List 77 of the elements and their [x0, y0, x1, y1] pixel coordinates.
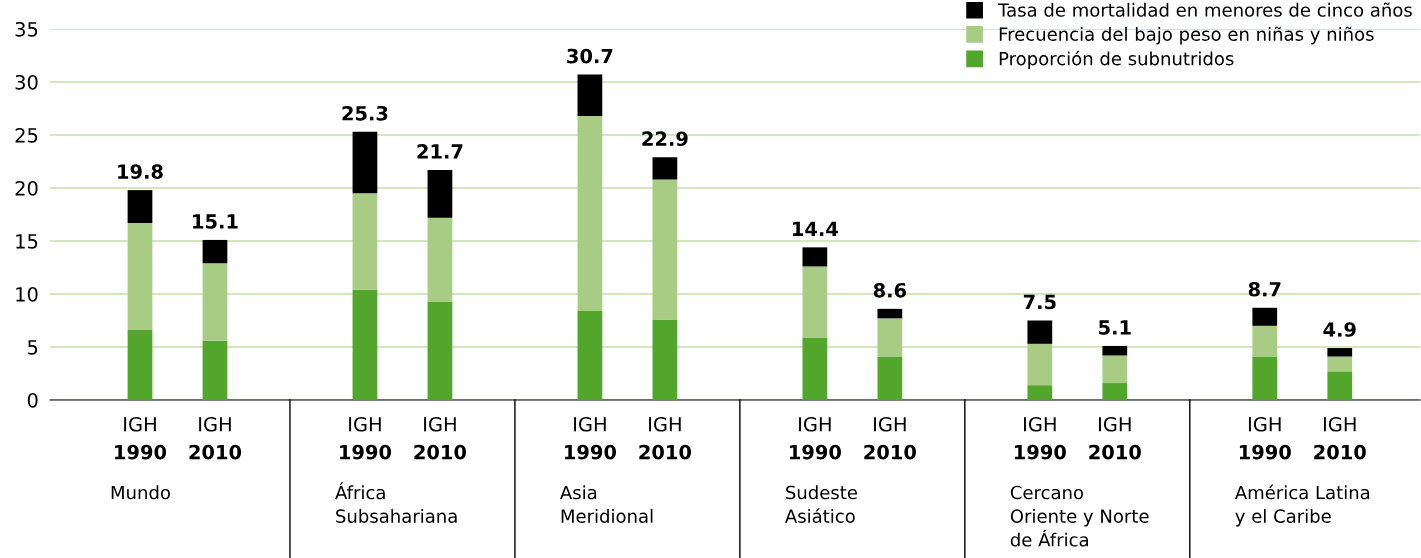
total-label: 5.1 [1099, 320, 1131, 335]
total-label: 21.7 [417, 144, 463, 159]
bar [577, 74, 603, 116]
x-tick-label: IGH 1990 [340, 416, 392, 460]
x-tick-label: IGH 2010 [1089, 416, 1141, 460]
total-label: 15.1 [193, 214, 238, 229]
x-tick-label: IGH 2010 [639, 416, 692, 460]
bar [352, 289, 378, 400]
bar [202, 239, 228, 264]
bar [1327, 348, 1353, 357]
bar [1252, 356, 1278, 400]
x-tick-label: IGH 2010 [1314, 416, 1366, 460]
text: Asia Meridional [560, 485, 653, 523]
bar [802, 337, 828, 400]
bar [652, 319, 678, 400]
text: Sudeste Asiático [785, 485, 857, 523]
y-tick-label: 30 [15, 74, 38, 90]
bar [877, 308, 903, 319]
bar [877, 318, 903, 357]
bar [577, 310, 603, 400]
total-label: 25.3 [342, 105, 388, 121]
x-tick-label: IGH 1990 [1239, 416, 1291, 460]
x-tick-label: IGH 1990 [790, 416, 841, 460]
bar [127, 330, 153, 400]
bar [1252, 307, 1278, 326]
bar [202, 340, 228, 400]
bar [1102, 383, 1128, 400]
bar [652, 157, 678, 180]
total-label: 8.7 [1248, 281, 1281, 297]
bar [802, 247, 828, 267]
bar [1252, 325, 1278, 357]
bar [127, 222, 153, 331]
bar [352, 193, 378, 290]
text: América Latina y el Caribe [1234, 484, 1370, 527]
y-tick-label: 0 [27, 392, 38, 408]
bar [202, 263, 228, 341]
bar [1102, 355, 1128, 384]
y-tick-label: 5 [28, 340, 38, 355]
total-label: 30.7 [567, 48, 613, 64]
bar [1027, 320, 1053, 344]
y-tick-label: 15 [16, 234, 38, 249]
y-tick-label: 25 [15, 127, 38, 143]
y-tick-label: 10 [16, 286, 38, 302]
legend-label: Frecuencia del bajo peso en niñas y niños [999, 26, 1374, 45]
bar [427, 217, 453, 302]
y-tick-label: 35 [15, 21, 38, 37]
total-label: 8.6 [873, 282, 907, 298]
x-tick-label: IGH 1990 [115, 416, 167, 460]
bar [577, 115, 603, 311]
total-label: 7.5 [1023, 294, 1056, 310]
total-label: 4.9 [1323, 322, 1356, 337]
legend-label: Tasa de mortalidad en menores de cinco años [998, 2, 1412, 17]
total-label: 22.9 [642, 131, 688, 147]
bar [427, 301, 453, 400]
bar [652, 179, 678, 320]
bar [427, 169, 453, 218]
bar [1327, 356, 1353, 372]
bar [1102, 345, 1128, 356]
x-tick-label: IGH 1990 [565, 416, 617, 460]
bar [802, 266, 828, 338]
total-label: 19.8 [118, 164, 163, 179]
bar [127, 190, 153, 223]
bar [352, 131, 378, 194]
x-tick-label: IGH 1990 [1014, 416, 1066, 460]
bar [1027, 343, 1053, 386]
bar [1027, 385, 1053, 400]
text: Cercano Oriente y Norte de África [1010, 485, 1149, 547]
total-label: 14.4 [793, 221, 838, 236]
text: Mundo [111, 485, 170, 500]
bar [1327, 371, 1353, 400]
x-tick-label: IGH 2010 [864, 416, 916, 460]
legend-label: Proporción de subnutridos [999, 50, 1234, 69]
bar [877, 356, 903, 400]
x-tick-label: IGH 2010 [414, 416, 467, 460]
y-tick-label: 20 [15, 180, 38, 196]
text: África Subsahariana [335, 482, 457, 523]
x-tick-label: IGH 2010 [189, 416, 242, 460]
